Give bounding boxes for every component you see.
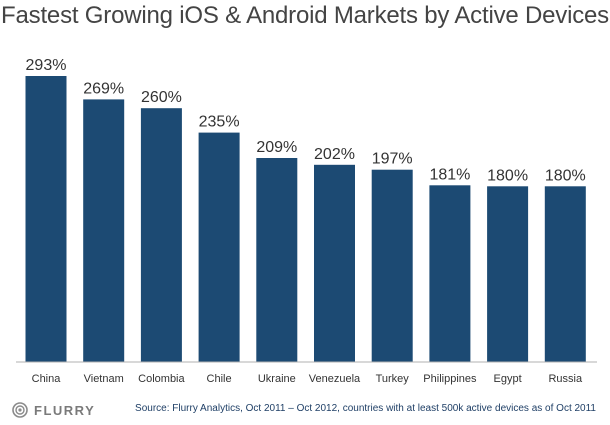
category-label-philippines: Philippines <box>423 373 477 385</box>
category-label-ukraine: Ukraine <box>258 373 296 385</box>
bar-chile <box>198 132 240 362</box>
category-label-china: China <box>32 373 62 385</box>
bar-colombia <box>140 108 182 362</box>
value-label-philippines: 181% <box>429 166 470 183</box>
bar-philippines <box>429 185 471 362</box>
bars-group <box>25 76 586 363</box>
bar-russia <box>544 186 586 362</box>
bar-egypt <box>487 186 529 362</box>
value-label-venezuela: 202% <box>314 146 355 163</box>
bar-venezuela <box>314 164 355 362</box>
bar-china <box>25 76 67 362</box>
value-label-russia: 180% <box>545 167 586 184</box>
flurry-logo: FLURRY <box>12 401 95 419</box>
category-label-venezuela: Venezuela <box>309 373 361 385</box>
bar-ukraine <box>256 158 298 362</box>
category-label-chile: Chile <box>207 373 232 385</box>
value-labels-group: 293% 269% 260% 235% 209% 202% 197% 181% 180% 180% <box>26 57 586 184</box>
value-label-vietnam: 269% <box>83 80 124 97</box>
value-label-colombia: 260% <box>141 89 182 106</box>
category-label-russia: Russia <box>548 373 583 385</box>
category-labels-group: China Vietnam Colombia Chile Ukraine Venezuel… <box>32 373 583 385</box>
value-label-turkey: 197% <box>372 151 413 168</box>
value-label-chile: 235% <box>199 114 240 131</box>
bar-vietnam <box>83 99 125 363</box>
bar-turkey <box>371 169 413 362</box>
value-label-egypt: 180% <box>487 167 528 184</box>
category-label-vietnam: Vietnam <box>84 373 124 385</box>
flurry-logo-text: FLURRY <box>34 402 96 418</box>
category-label-turkey: Turkey <box>376 373 410 385</box>
category-label-colombia: Colombia <box>138 373 185 385</box>
flurry-logo-icon <box>12 402 28 418</box>
source-note: Source: Flurry Analytics, Oct 2011 – Oct… <box>135 403 596 414</box>
category-label-egypt: Egypt <box>494 373 522 385</box>
value-label-china: 293% <box>26 57 67 74</box>
chart-title: Fastest Growing iOS & Android Markets by… <box>1 2 609 29</box>
value-label-ukraine: 209% <box>256 139 297 156</box>
